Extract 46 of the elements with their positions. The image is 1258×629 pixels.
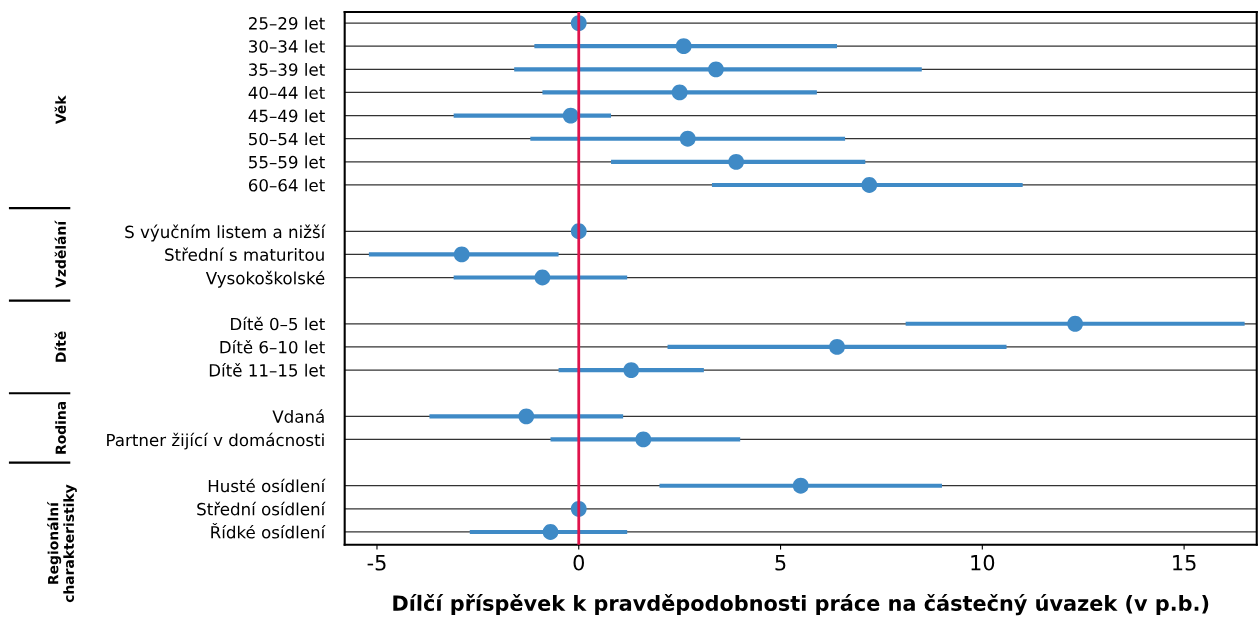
point: [675, 38, 692, 55]
point: [861, 177, 878, 193]
y-tick-label: 25–29 let: [249, 16, 325, 30]
point: [542, 524, 559, 540]
y-tick-label: 30–34 let: [249, 39, 325, 53]
point: [792, 477, 809, 494]
text: Vzdělání: [54, 220, 66, 288]
point: [623, 362, 640, 378]
y-tick-label: 60–64 let: [248, 178, 325, 192]
text: Rodina: [55, 401, 66, 454]
y-tick-label: Dítě 0–5 let: [231, 316, 325, 331]
y-tick-label: Střední osídlení: [197, 501, 326, 516]
text: Dítě: [54, 331, 66, 362]
y-tick-label: Dítě 11–15 let: [209, 363, 325, 377]
point: [635, 431, 652, 448]
y-tick-label: 50–54 let: [249, 132, 325, 146]
point: [518, 408, 535, 425]
text: Regionální charakteristiky: [47, 484, 77, 603]
y-tick-label: Vysokoškolské: [205, 270, 325, 288]
point: [562, 107, 579, 124]
y-tick-label: S výučním listem a nižší: [125, 224, 326, 242]
point: [679, 130, 696, 147]
y-tick-label: 40–44 let: [248, 86, 325, 100]
x-tick-label: 0: [573, 554, 584, 571]
y-tick-label: Partner žijící v domácnosti: [107, 432, 324, 450]
x-tick-label: 10: [971, 554, 995, 571]
y-tick-label: Vdaná: [272, 409, 324, 423]
y-tick-label: Střední s maturitou: [165, 247, 324, 261]
point: [534, 269, 551, 286]
point: [1067, 315, 1084, 332]
point: [829, 339, 845, 355]
point: [728, 153, 745, 170]
y-tick-label: Husté osídlení: [208, 478, 326, 493]
y-tick-label: 35–39 let: [249, 62, 325, 76]
point: [671, 84, 688, 101]
text: Věk: [54, 95, 66, 125]
x-axis-title: Dílčí příspěvek k pravděpodobnosti práce na částečný úvazek (v p.b.): [393, 594, 1209, 616]
x-tick-label: 5: [775, 555, 786, 571]
y-tick-label: 55–59 let: [249, 155, 325, 169]
x-tick-label: -5: [367, 555, 386, 571]
x-tick-label: 15: [1173, 555, 1196, 571]
point: [453, 246, 470, 263]
y-tick-label: Dítě 6–10 let: [220, 339, 325, 354]
y-tick-label: Řídké osídlení: [211, 522, 326, 539]
point: [708, 61, 724, 78]
y-tick-label: 45–49 let: [248, 109, 325, 123]
